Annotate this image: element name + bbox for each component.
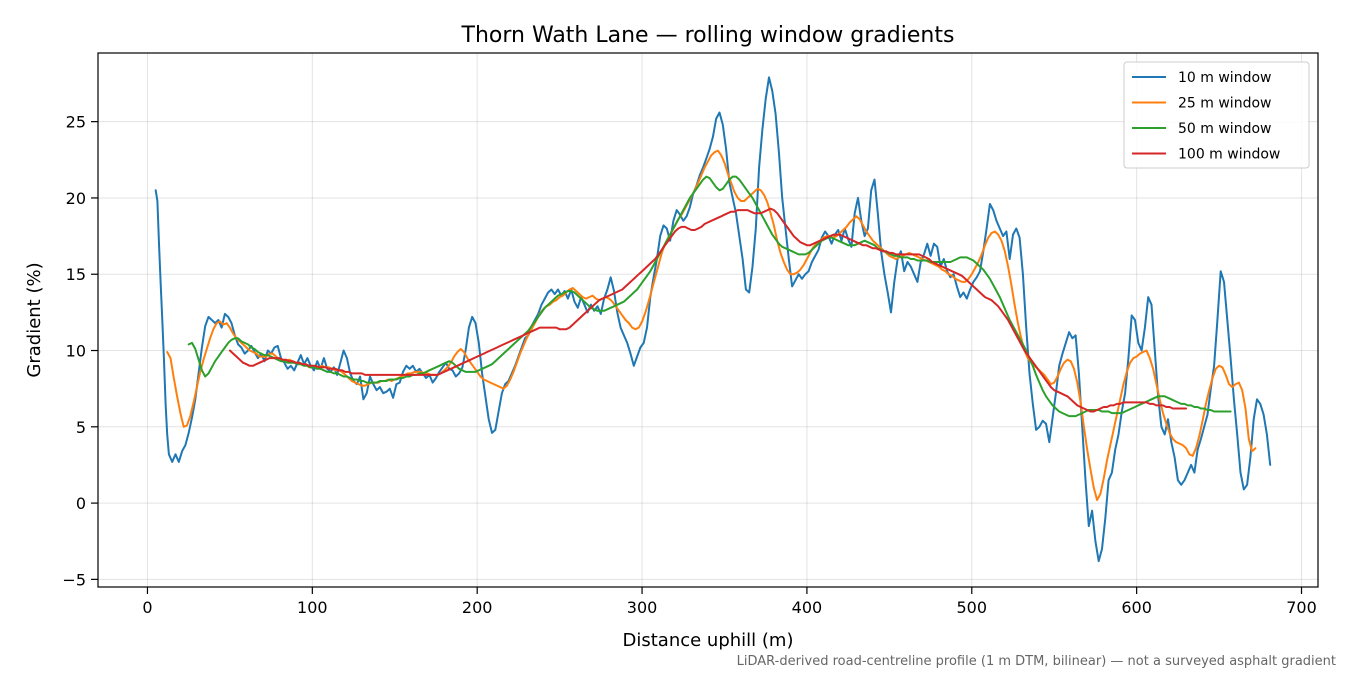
legend-label: 25 m window — [1178, 96, 1271, 112]
y-axis-label: Gradient (%) — [24, 262, 45, 377]
x-tick-label: 100 — [297, 598, 328, 617]
series-line-100-m-window — [228, 207, 1188, 413]
x-tick-label: 500 — [957, 598, 988, 617]
y-tick-label: 0 — [76, 494, 86, 513]
x-tick-label: 400 — [792, 598, 823, 617]
plot-frame — [97, 52, 1319, 588]
series-line-50-m-window — [187, 175, 1232, 418]
legend-box — [1123, 61, 1310, 169]
legend-label: 50 m window — [1178, 121, 1271, 137]
legend-label: 100 m window — [1178, 147, 1280, 163]
x-tick-label: 300 — [627, 598, 658, 617]
y-tick-label: 25 — [66, 113, 86, 132]
x-tick-label: 600 — [1121, 598, 1152, 617]
series-lines — [154, 76, 1272, 563]
y-tick-label: 5 — [76, 418, 86, 437]
legend-label: 10 m window — [1178, 70, 1271, 86]
x-tick-label: 200 — [462, 598, 493, 617]
y-tick-label: 10 — [66, 342, 86, 361]
y-axis-ticks: −5 0 5 10 15 20 25 — [62, 113, 98, 589]
y-tick-label: −5 — [62, 570, 86, 589]
x-tick-label: 0 — [142, 598, 152, 617]
plot-area: 0 100 200 300 400 500 600 700 −5 0 5 10 15 20 25 — [62, 52, 1319, 617]
x-axis-label: Distance uphill (m) — [623, 630, 794, 651]
y-tick-label: 15 — [66, 265, 86, 284]
chart-title: Thorn Wath Lane — rolling window gradien… — [461, 23, 955, 48]
footnote: LiDAR-derived road-centreline profile (1… — [737, 654, 1336, 669]
x-tick-label: 700 — [1286, 598, 1317, 617]
x-axis-ticks: 0 100 200 300 400 500 600 700 — [142, 587, 1317, 617]
y-tick-label: 20 — [66, 189, 86, 208]
legend: 10 m window 25 m window 50 m window 100 m w… — [1123, 61, 1310, 169]
